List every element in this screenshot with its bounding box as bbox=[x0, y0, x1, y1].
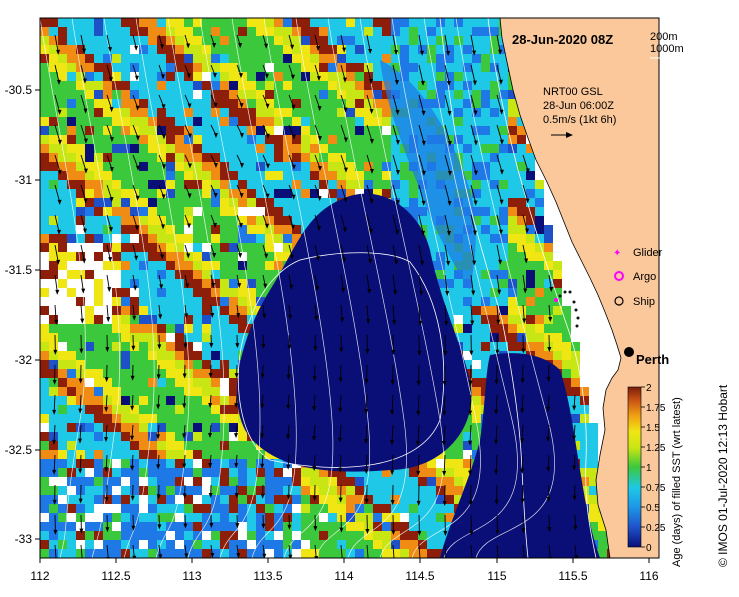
current-time-label: 28-Jun 06:00Z bbox=[543, 100, 614, 112]
y-tick-label: -32 bbox=[15, 353, 33, 367]
x-tick-label: 115 bbox=[487, 569, 506, 583]
perth-label: Perth bbox=[636, 352, 669, 367]
current-model-label: NRT00 GSL bbox=[543, 86, 603, 98]
y-axis: -30.5 -31 -31.5 -32 -32.5 -33 bbox=[5, 83, 40, 546]
x-tick-label: 114.5 bbox=[405, 569, 434, 583]
colorbar-tick-label: 0.5 bbox=[646, 503, 660, 514]
depth-legend-1000m: 1000m bbox=[650, 43, 684, 55]
colorbar-tick-label: 1.75 bbox=[646, 403, 666, 414]
x-tick-label: 113.5 bbox=[253, 569, 282, 583]
colorbar-tick-label: 1.25 bbox=[646, 443, 666, 454]
colorbar-tick-label: 1 bbox=[646, 463, 652, 474]
legend-argo-label: Argo bbox=[633, 271, 656, 283]
colorbar-tick-label: 1.5 bbox=[646, 423, 660, 434]
y-tick-label: -31.5 bbox=[5, 263, 33, 277]
colorbar-label: Age (days) of filled SST (wrt latest) bbox=[671, 397, 683, 567]
x-axis: 112 112.5 113 113.5 114 114.5 115 115.5 116 bbox=[30, 558, 658, 583]
legend-glider-label: Glider bbox=[633, 247, 663, 259]
legend-ship-label: Ship bbox=[633, 296, 655, 308]
y-tick-label: -32.5 bbox=[5, 443, 33, 457]
x-tick-label: 116 bbox=[639, 569, 658, 583]
x-tick-label: 115.5 bbox=[558, 569, 587, 583]
y-tick-label: -31 bbox=[15, 173, 33, 187]
colorbar-tick-label: 0.25 bbox=[646, 523, 666, 534]
credit-label: © IMOS 01-Jul-2020 12:13 Hobart bbox=[716, 384, 730, 567]
x-tick-label: 112.5 bbox=[101, 569, 130, 583]
perth-marker bbox=[624, 347, 634, 357]
x-tick-label: 112 bbox=[30, 569, 49, 583]
colorbar-gradient bbox=[628, 387, 641, 547]
x-tick-label: 113 bbox=[182, 569, 201, 583]
y-tick-label: -30.5 bbox=[5, 83, 33, 97]
depth-legend-200m: 200m bbox=[650, 31, 678, 43]
x-tick-label: 114 bbox=[334, 569, 353, 583]
glider-marker: ✦ bbox=[613, 248, 621, 259]
colorbar-tick-label: 0.75 bbox=[646, 483, 666, 494]
map-title: 28-Jun-2020 08Z bbox=[512, 32, 613, 47]
colorbar-tick-label: 2 bbox=[646, 383, 652, 394]
y-tick-label: -33 bbox=[15, 532, 33, 546]
colorbar-tick-label: 0 bbox=[646, 543, 652, 554]
current-scale-label: 0.5m/s (1kt 6h) bbox=[543, 114, 616, 126]
